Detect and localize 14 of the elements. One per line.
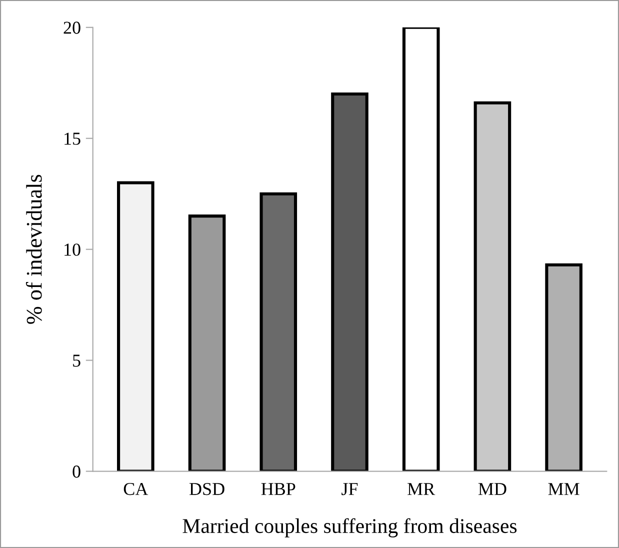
- x-axis-title: Married couples suffering from diseases: [182, 518, 517, 538]
- y-tick-label: 20: [64, 22, 80, 34]
- x-tick-label: MR: [408, 483, 436, 495]
- x-tick-label: JF: [342, 483, 358, 496]
- x-tick-label: DSD: [189, 482, 224, 496]
- x-tick-label: MD: [478, 483, 506, 495]
- y-tick-label: 10: [64, 244, 80, 256]
- y-tick-label: 15: [64, 132, 80, 145]
- y-tick-label: 0: [72, 466, 80, 478]
- x-tick-label: MM: [548, 483, 580, 495]
- x-tick-label: CA: [124, 482, 148, 496]
- y-axis-title: % of indeviduals: [26, 174, 42, 324]
- y-tick-label: 5: [73, 354, 80, 367]
- x-tick-label: HBP: [261, 483, 296, 495]
